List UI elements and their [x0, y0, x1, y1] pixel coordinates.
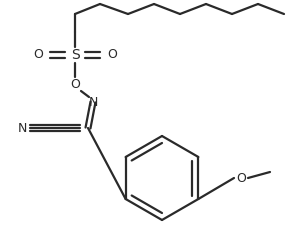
- Text: N: N: [17, 121, 27, 135]
- Text: O: O: [70, 79, 80, 91]
- Text: S: S: [71, 48, 79, 62]
- Text: N: N: [88, 96, 98, 109]
- Text: O: O: [33, 48, 43, 61]
- Text: O: O: [107, 48, 117, 61]
- Text: O: O: [236, 172, 246, 184]
